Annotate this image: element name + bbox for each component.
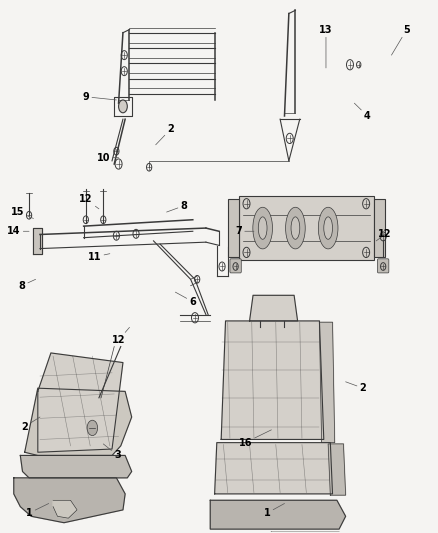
Polygon shape <box>250 295 297 321</box>
Polygon shape <box>210 500 346 529</box>
Text: 1: 1 <box>26 504 49 518</box>
Polygon shape <box>319 322 335 442</box>
Circle shape <box>119 100 127 113</box>
Polygon shape <box>20 455 132 478</box>
Polygon shape <box>328 444 346 495</box>
FancyBboxPatch shape <box>374 199 385 257</box>
Ellipse shape <box>286 207 305 249</box>
Text: 12: 12 <box>376 230 392 241</box>
Text: 2: 2 <box>21 417 40 432</box>
Text: 8: 8 <box>166 200 187 212</box>
Polygon shape <box>53 500 77 518</box>
FancyBboxPatch shape <box>378 259 389 273</box>
FancyBboxPatch shape <box>230 259 241 273</box>
FancyBboxPatch shape <box>228 199 239 257</box>
Ellipse shape <box>324 217 332 239</box>
Text: 7: 7 <box>235 227 254 236</box>
Ellipse shape <box>291 217 300 239</box>
Text: 16: 16 <box>238 430 272 448</box>
Text: 2: 2 <box>346 382 367 393</box>
Polygon shape <box>272 532 341 533</box>
Text: 10: 10 <box>96 152 119 163</box>
Text: 11: 11 <box>88 252 110 262</box>
Text: 12: 12 <box>79 194 99 209</box>
Text: 2: 2 <box>155 124 174 145</box>
Text: 8: 8 <box>18 279 35 290</box>
Text: 9: 9 <box>82 92 117 102</box>
Polygon shape <box>221 321 324 439</box>
Text: 14: 14 <box>7 227 29 236</box>
Ellipse shape <box>318 207 338 249</box>
Text: 6: 6 <box>175 292 196 306</box>
Ellipse shape <box>253 207 272 249</box>
Polygon shape <box>38 353 123 452</box>
Text: 4: 4 <box>354 103 371 121</box>
FancyBboxPatch shape <box>239 196 374 260</box>
Text: 13: 13 <box>319 25 333 68</box>
Polygon shape <box>14 478 125 523</box>
Circle shape <box>87 420 98 435</box>
Text: 5: 5 <box>392 25 410 55</box>
Polygon shape <box>33 228 42 254</box>
Polygon shape <box>25 388 132 455</box>
Text: 1: 1 <box>264 504 285 518</box>
Text: 3: 3 <box>103 444 121 461</box>
Text: 12: 12 <box>112 327 130 345</box>
Text: 15: 15 <box>11 207 33 219</box>
Ellipse shape <box>258 217 267 239</box>
Polygon shape <box>215 442 332 494</box>
